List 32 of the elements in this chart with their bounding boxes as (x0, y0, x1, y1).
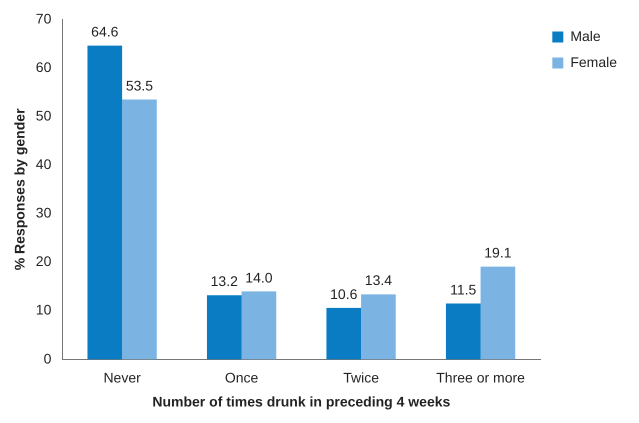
x-axis-title: Number of times drunk in preceding 4 weeks (152, 393, 451, 410)
text: 14.0 (245, 269, 273, 286)
text: 64.6 (91, 23, 118, 40)
text: 13.4 (364, 272, 392, 288)
text: 53.5 (126, 77, 154, 94)
bar (87, 46, 122, 360)
bar (206, 295, 242, 360)
text: 10.6 (330, 286, 358, 302)
bar (446, 304, 481, 360)
text: 11.5 (450, 281, 476, 298)
bar (361, 294, 396, 360)
y-tick-label: 40 (36, 156, 52, 172)
bar (242, 291, 276, 360)
legend-label: Female (570, 54, 618, 70)
x-tick-label: Once (224, 370, 259, 386)
bar (122, 100, 157, 360)
y-tick-label: 0 (44, 350, 52, 366)
y-tick-label: 70 (36, 10, 52, 26)
bar (480, 266, 516, 360)
y-tick-label: 10 (36, 302, 52, 318)
y-tick-label: 20 (36, 253, 52, 270)
y-tick-label: 30 (36, 204, 52, 221)
x-tick-label: Three or more (436, 370, 526, 386)
legend-label: Male (570, 28, 601, 44)
bar (326, 308, 362, 360)
text: 13.2 (210, 273, 238, 290)
x-tick-label: Twice (343, 370, 380, 386)
y-tick-label: 60 (36, 58, 52, 75)
y-tick-label: 50 (36, 107, 52, 124)
text: 19.1 (484, 244, 512, 260)
x-tick-label: Never (103, 370, 142, 386)
y-axis-title: % Responses by gender (11, 108, 28, 270)
